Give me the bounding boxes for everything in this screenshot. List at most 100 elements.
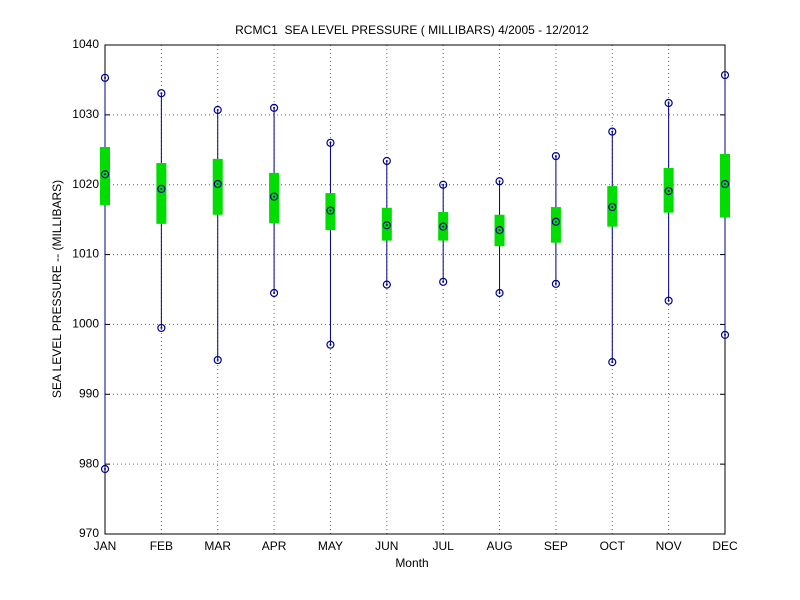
- mean-dot: [104, 173, 106, 176]
- min-marker: [269, 288, 279, 298]
- mean-dot: [611, 206, 614, 209]
- x-tick-label: NOV: [656, 539, 682, 553]
- mean-marker: [100, 170, 110, 179]
- x-tick-label: JUN: [375, 539, 398, 553]
- min-marker: [439, 277, 448, 286]
- std-box: [100, 146, 110, 205]
- std-box: [381, 207, 392, 241]
- max-dot: [329, 141, 332, 144]
- mean-dot: [724, 183, 726, 186]
- x-tick-label: MAY: [318, 539, 343, 553]
- mean-marker: [439, 222, 448, 231]
- max-marker: [551, 151, 561, 161]
- x-tick-label: OCT: [600, 539, 626, 553]
- mean-marker: [664, 186, 673, 196]
- max-marker: [157, 89, 166, 98]
- max-dot: [498, 180, 501, 183]
- std-box: [720, 153, 730, 218]
- min-marker: [551, 279, 561, 289]
- x-tick-label: APR: [262, 539, 287, 553]
- x-tick-label: MAR: [204, 539, 231, 553]
- min-marker: [157, 323, 166, 333]
- std-box: [212, 158, 223, 215]
- max-marker: [439, 180, 448, 189]
- mean-marker: [269, 192, 279, 201]
- max-dot: [724, 74, 726, 77]
- std-box: [325, 193, 336, 231]
- x-tick-label: JUL: [433, 539, 455, 553]
- max-dot: [216, 108, 219, 111]
- mean-dot: [329, 209, 332, 212]
- x-axis-label: Month: [395, 556, 428, 570]
- y-tick-label: 1000: [72, 317, 99, 331]
- min-marker: [608, 358, 617, 367]
- std-box: [269, 172, 280, 224]
- min-marker: [326, 340, 335, 349]
- max-marker: [326, 138, 335, 147]
- y-tick-label: 1030: [72, 107, 99, 121]
- y-tick-label: 980: [79, 456, 99, 470]
- min-dot: [385, 283, 388, 286]
- max-marker: [495, 177, 504, 186]
- min-dot: [273, 291, 276, 294]
- mean-dot: [554, 220, 557, 223]
- min-dot: [498, 291, 501, 294]
- min-dot: [667, 299, 670, 302]
- x-tick-label: DEC: [712, 539, 738, 553]
- x-tick-label: FEB: [150, 539, 173, 553]
- mean-marker: [382, 221, 391, 230]
- max-dot: [611, 130, 614, 133]
- max-marker: [100, 73, 110, 82]
- mean-dot: [216, 183, 219, 186]
- mean-marker: [608, 202, 617, 212]
- max-dot: [104, 76, 106, 79]
- x-tick-label: JAN: [94, 539, 117, 553]
- mean-marker: [551, 217, 561, 226]
- max-dot: [442, 183, 445, 186]
- max-marker: [608, 127, 617, 136]
- mean-dot: [273, 195, 276, 198]
- min-marker: [664, 296, 673, 305]
- min-dot: [611, 361, 614, 364]
- y-tick-label: 1010: [72, 247, 99, 261]
- mean-marker: [157, 184, 166, 194]
- y-axis-label: SEA LEVEL PRESSURE -- (MILLIBARS): [50, 180, 64, 398]
- max-dot: [273, 106, 276, 109]
- mean-dot: [498, 229, 501, 232]
- y-tick-label: 1040: [72, 37, 99, 51]
- mean-dot: [667, 190, 670, 193]
- x-tick-label: AUG: [487, 539, 513, 553]
- max-dot: [160, 92, 163, 95]
- min-marker: [495, 288, 504, 298]
- max-dot: [385, 159, 388, 162]
- y-tick-label: 990: [79, 386, 99, 400]
- mean-marker: [326, 206, 335, 215]
- mean-marker: [495, 226, 504, 235]
- min-dot: [216, 359, 219, 362]
- min-marker: [382, 280, 391, 289]
- y-tick-label: 970: [79, 526, 99, 540]
- min-dot: [724, 333, 726, 336]
- min-dot: [554, 282, 557, 285]
- max-marker: [269, 103, 279, 112]
- chart-title: RCMC1 SEA LEVEL PRESSURE ( MILLIBARS) 4/…: [235, 23, 589, 37]
- mean-dot: [160, 187, 163, 190]
- mean-dot: [385, 224, 388, 227]
- max-marker: [213, 105, 222, 115]
- mean-marker: [720, 179, 730, 189]
- min-marker: [213, 355, 222, 365]
- std-box: [156, 163, 167, 224]
- min-marker: [720, 330, 730, 340]
- min-dot: [329, 343, 332, 346]
- min-dot: [442, 280, 445, 283]
- max-dot: [667, 101, 670, 104]
- mean-marker: [213, 179, 222, 189]
- max-marker: [382, 156, 391, 166]
- y-tick-label: 1020: [72, 177, 99, 191]
- min-dot: [160, 326, 163, 329]
- max-marker: [720, 70, 730, 80]
- min-dot: [104, 468, 106, 471]
- max-dot: [554, 155, 557, 158]
